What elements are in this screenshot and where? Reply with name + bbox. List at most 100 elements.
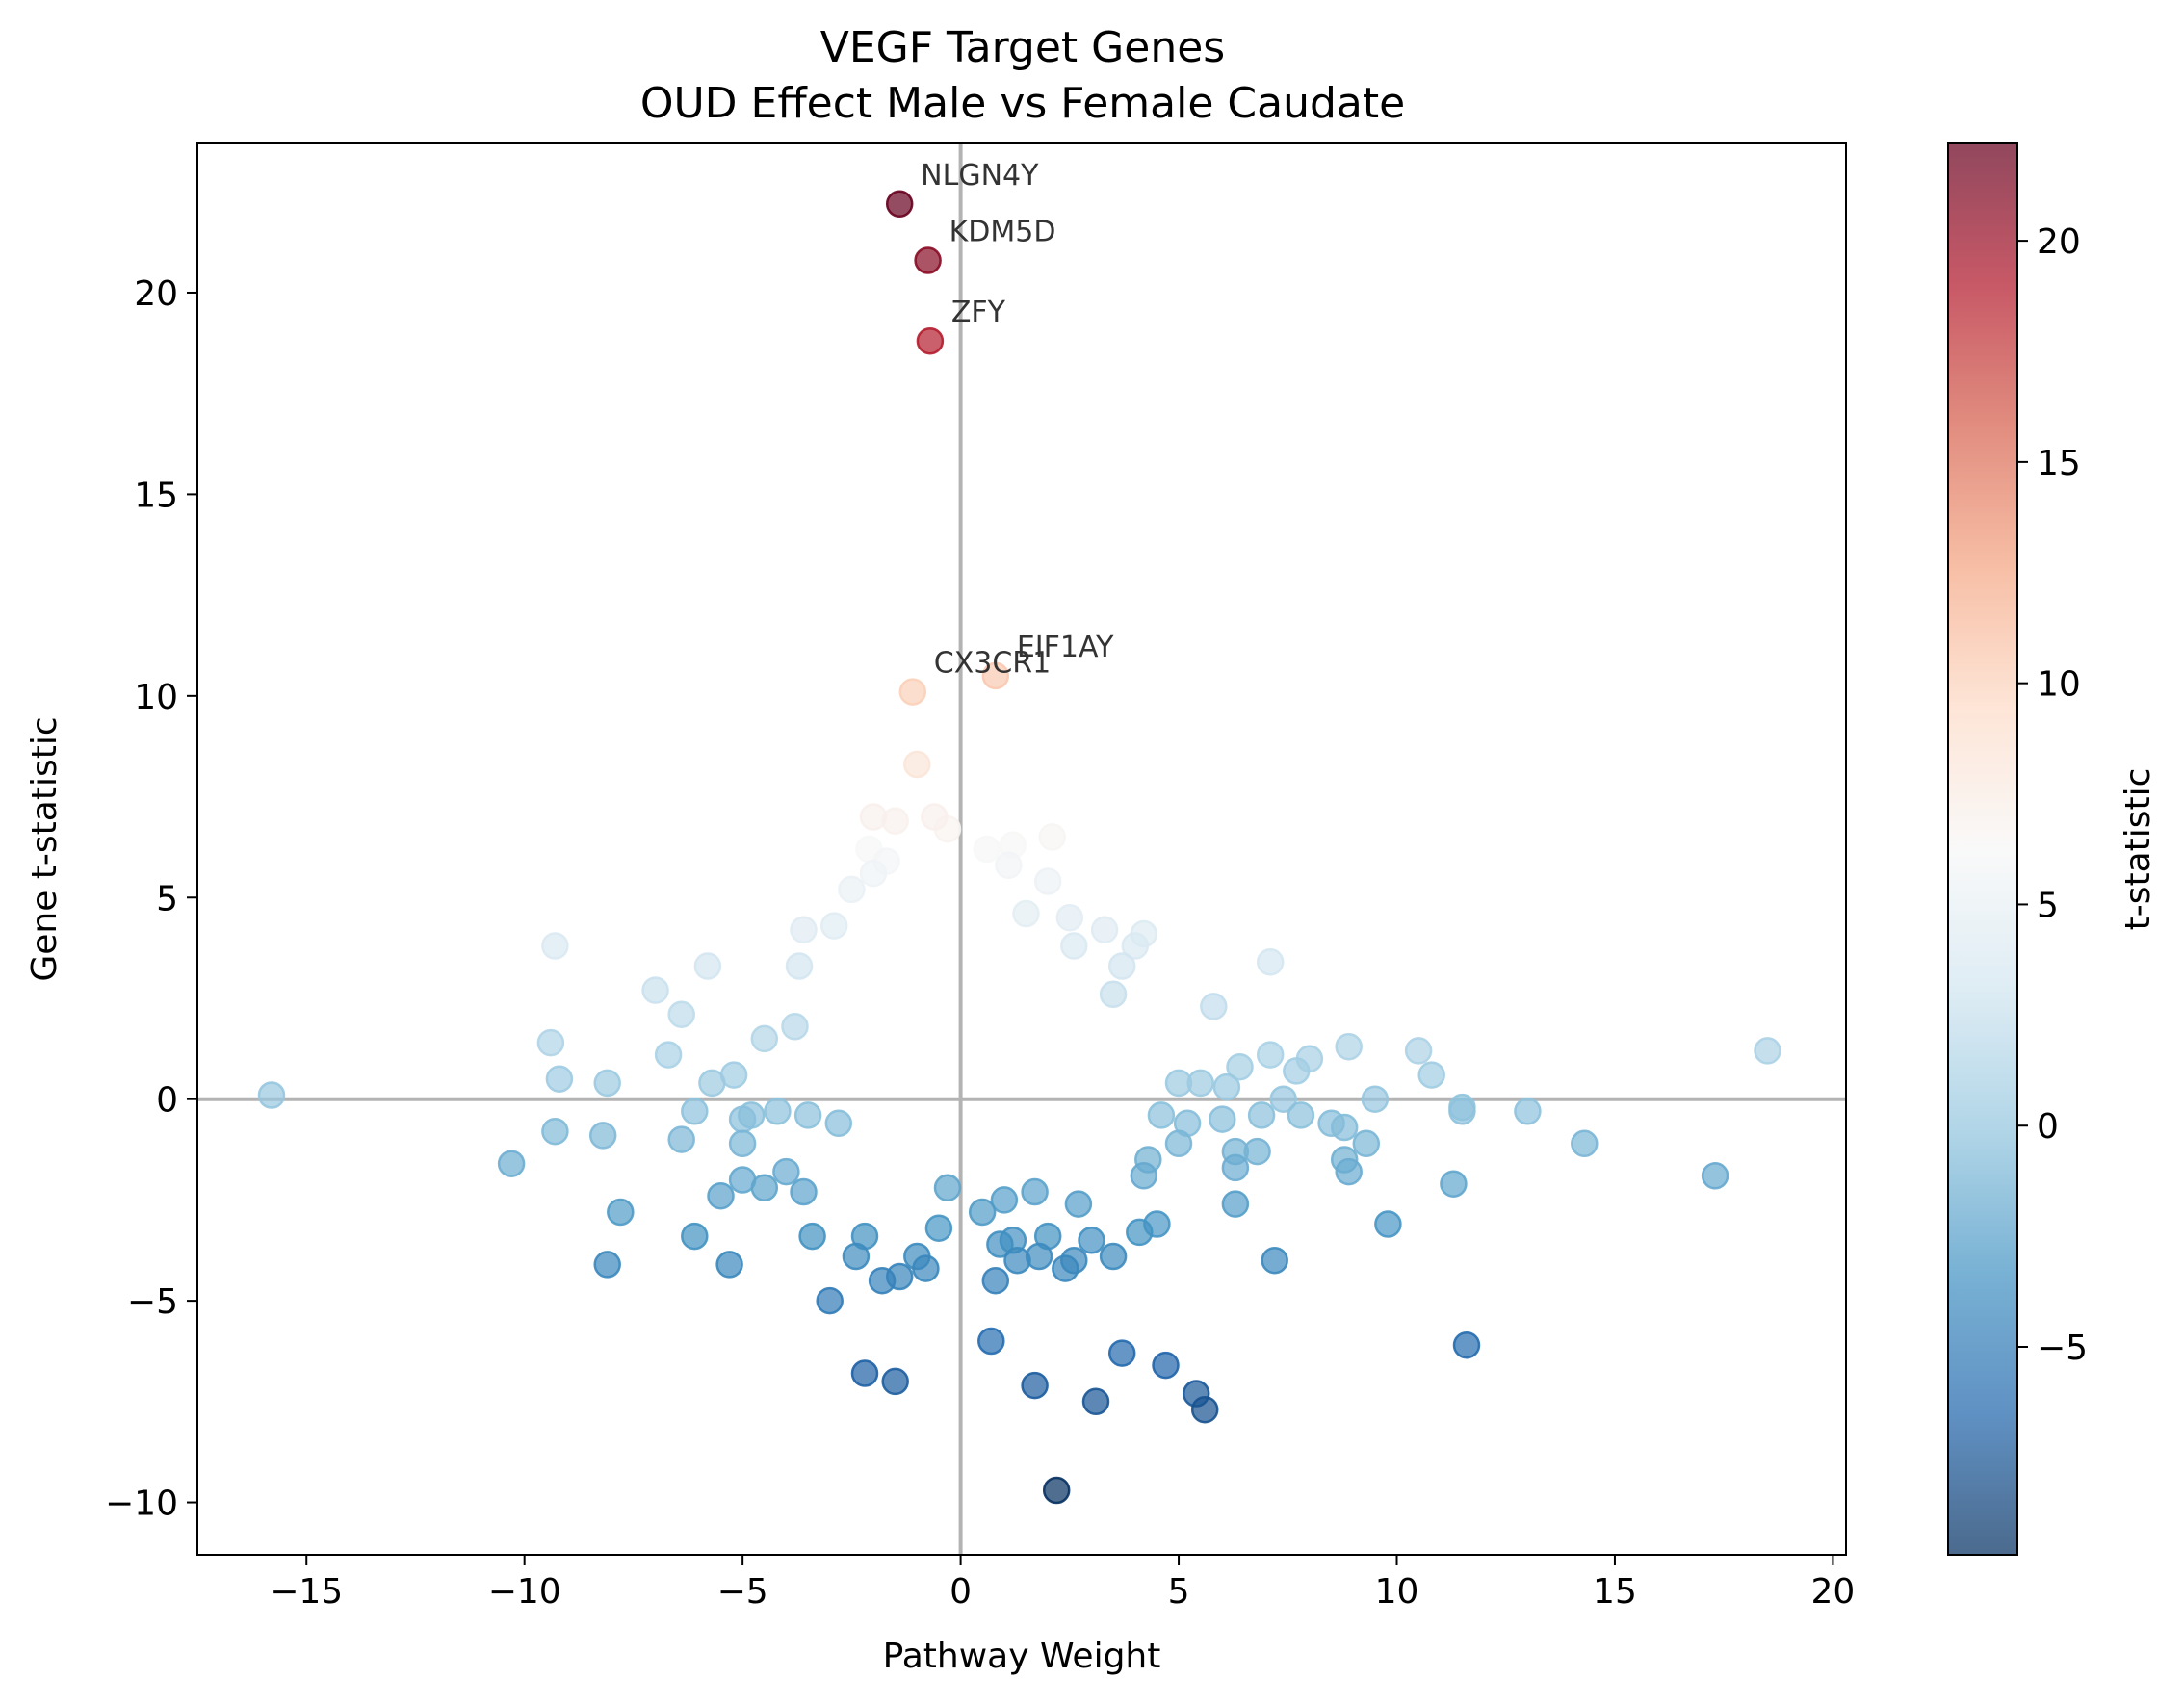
data-point bbox=[715, 1251, 743, 1279]
data-point bbox=[728, 1129, 757, 1158]
colorbar-tick-label: −5 bbox=[2037, 1329, 2088, 1368]
data-point bbox=[1256, 948, 1285, 976]
data-point bbox=[1099, 980, 1128, 1009]
data-point bbox=[1209, 1105, 1236, 1133]
data-point bbox=[1033, 867, 1062, 895]
data-point bbox=[790, 916, 818, 944]
x-tick-label: −5 bbox=[717, 1572, 768, 1612]
x-axis-label: Pathway Weight bbox=[883, 1637, 1161, 1676]
data-point bbox=[824, 1109, 853, 1138]
data-point bbox=[981, 661, 1010, 690]
data-point bbox=[977, 1327, 1005, 1356]
colorbar-label: t-statistic bbox=[2119, 768, 2158, 931]
data-point bbox=[1247, 1101, 1276, 1129]
data-point bbox=[667, 1125, 695, 1153]
data-point bbox=[541, 932, 569, 960]
data-point bbox=[1042, 1476, 1071, 1505]
data-point bbox=[903, 750, 931, 779]
data-point bbox=[1081, 1387, 1110, 1416]
data-point bbox=[1147, 1101, 1176, 1129]
gene-annotation: CX3CR1 bbox=[934, 647, 1051, 681]
data-point bbox=[916, 326, 945, 355]
data-point bbox=[541, 1117, 569, 1146]
data-point bbox=[1190, 1395, 1219, 1424]
data-point bbox=[588, 1122, 617, 1150]
data-point bbox=[707, 1181, 735, 1210]
data-point bbox=[1261, 1246, 1288, 1275]
data-point bbox=[1352, 1129, 1381, 1158]
x-tick-label: −10 bbox=[488, 1572, 561, 1612]
data-point bbox=[790, 1177, 818, 1206]
data-point bbox=[1186, 1069, 1214, 1098]
data-point bbox=[986, 1230, 1014, 1258]
data-point bbox=[1269, 1085, 1297, 1113]
data-point bbox=[1256, 1041, 1285, 1069]
data-point bbox=[1200, 993, 1228, 1020]
x-tick-label: 15 bbox=[1593, 1572, 1637, 1612]
data-point bbox=[1038, 823, 1066, 851]
data-point bbox=[1221, 1153, 1250, 1182]
colorbar-tick-label: 0 bbox=[2037, 1107, 2059, 1147]
gene-annotation: EIF1AY bbox=[1017, 631, 1114, 664]
data-point bbox=[1126, 1218, 1154, 1247]
data-point bbox=[1164, 1129, 1193, 1158]
data-point bbox=[1052, 1254, 1079, 1282]
data-point bbox=[593, 1251, 621, 1279]
data-point bbox=[1283, 1057, 1311, 1085]
data-point bbox=[881, 1367, 909, 1396]
data-point bbox=[1055, 903, 1084, 932]
data-point bbox=[698, 1069, 726, 1098]
data-point bbox=[1021, 1177, 1049, 1206]
y-tick-label: −5 bbox=[127, 1282, 178, 1322]
colorbar: −5 0 5 10 15 20 t-statistic bbox=[1947, 142, 2158, 1556]
data-point bbox=[693, 952, 722, 980]
data-point bbox=[981, 1266, 1010, 1295]
data-point bbox=[1130, 1162, 1158, 1190]
x-tick-label: −15 bbox=[270, 1572, 343, 1612]
chart-subtitle: OUD Effect Male vs Female Caudate bbox=[640, 79, 1405, 128]
data-point bbox=[1003, 1246, 1031, 1275]
data-point bbox=[968, 1198, 997, 1227]
data-point bbox=[816, 1286, 844, 1315]
data-point bbox=[1374, 1210, 1402, 1238]
data-point bbox=[1021, 1371, 1049, 1400]
y-tick-label: 20 bbox=[134, 274, 178, 314]
y-tick-label: 5 bbox=[156, 879, 178, 918]
data-point bbox=[798, 1222, 826, 1251]
data-point bbox=[1514, 1098, 1542, 1125]
data-point bbox=[1243, 1137, 1271, 1166]
data-point bbox=[1361, 1085, 1390, 1113]
data-point bbox=[973, 835, 1001, 864]
data-point bbox=[764, 1098, 792, 1125]
colorbar-tick-label: 5 bbox=[2037, 886, 2059, 925]
data-point bbox=[1212, 1072, 1241, 1101]
data-point bbox=[1121, 932, 1150, 960]
colorbar-tick-label: 15 bbox=[2037, 444, 2081, 483]
gene-annotation: KDM5D bbox=[949, 215, 1056, 248]
data-point bbox=[497, 1150, 526, 1177]
data-point bbox=[885, 190, 914, 219]
data-point bbox=[819, 912, 848, 940]
data-point bbox=[1335, 1157, 1363, 1186]
data-point bbox=[681, 1098, 709, 1125]
data-point bbox=[1754, 1037, 1781, 1065]
data-point bbox=[1107, 952, 1136, 980]
data-point bbox=[1099, 1242, 1128, 1271]
data-point bbox=[842, 1242, 871, 1271]
data-point bbox=[1701, 1162, 1729, 1190]
data-point bbox=[750, 1024, 779, 1053]
y-tick-label: −10 bbox=[105, 1485, 178, 1524]
data-point bbox=[924, 1214, 953, 1242]
data-point bbox=[1064, 1190, 1093, 1218]
data-point bbox=[838, 875, 866, 904]
data-point bbox=[728, 1105, 757, 1133]
data-point bbox=[607, 1198, 635, 1227]
x-tick-label: 20 bbox=[1811, 1572, 1856, 1612]
data-point bbox=[681, 1222, 709, 1251]
data-point bbox=[850, 1359, 879, 1387]
data-point bbox=[995, 851, 1023, 880]
data-point bbox=[1090, 916, 1119, 944]
